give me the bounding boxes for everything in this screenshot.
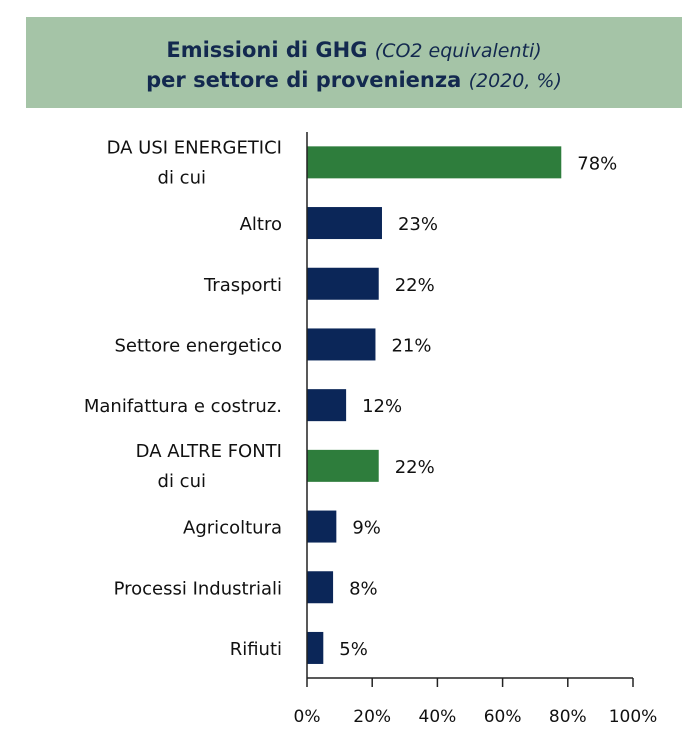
bar	[307, 207, 382, 240]
category-label: Processi Industriali	[114, 578, 282, 599]
group-bar	[307, 146, 562, 179]
value-label: 78%	[577, 153, 617, 174]
category-label: Manifattura e costruz.	[84, 396, 282, 417]
x-tick-label: 80%	[549, 707, 587, 727]
category-label: DA USI ENERGETICI	[107, 137, 282, 158]
category-sublabel: di cui	[158, 471, 206, 492]
value-label: 5%	[339, 639, 368, 660]
title-line1: Emissioni di GHG	[166, 38, 368, 62]
x-tick-label: 100%	[609, 707, 658, 727]
x-tick-label: 60%	[484, 707, 522, 727]
bar	[307, 631, 324, 664]
x-tick-label: 40%	[419, 707, 457, 727]
value-label: 8%	[349, 578, 378, 599]
bar	[307, 510, 337, 543]
title-line1-sub: (CO2 equivalenti)	[374, 40, 542, 62]
title-line2: per settore di provenienza	[146, 68, 462, 92]
category-label: Trasporti	[203, 275, 282, 296]
chart-title: Emissioni di GHG (CO2 equivalenti) per s…	[26, 36, 682, 96]
category-label: Settore energetico	[114, 335, 282, 356]
title-line2-sub: (2020, %)	[468, 70, 562, 92]
category-label: Altro	[240, 214, 282, 235]
value-label: 22%	[395, 275, 435, 296]
x-tick-label: 0%	[294, 707, 321, 727]
bar	[307, 267, 379, 300]
value-label: 22%	[395, 457, 435, 478]
group-bar	[307, 449, 379, 482]
bar	[307, 571, 334, 604]
value-label: 9%	[352, 518, 381, 539]
bar	[307, 389, 347, 422]
value-label: 23%	[398, 214, 438, 235]
x-tick-label: 20%	[353, 707, 391, 727]
chart-header: Emissioni di GHG (CO2 equivalenti) per s…	[26, 17, 682, 108]
value-label: 12%	[362, 396, 402, 417]
category-label: Rifiuti	[230, 639, 282, 660]
category-sublabel: di cui	[158, 167, 206, 188]
bar	[307, 328, 376, 361]
category-label: Agricoltura	[183, 518, 282, 539]
category-label: DA ALTRE FONTI	[136, 441, 282, 462]
value-label: 21%	[391, 335, 431, 356]
